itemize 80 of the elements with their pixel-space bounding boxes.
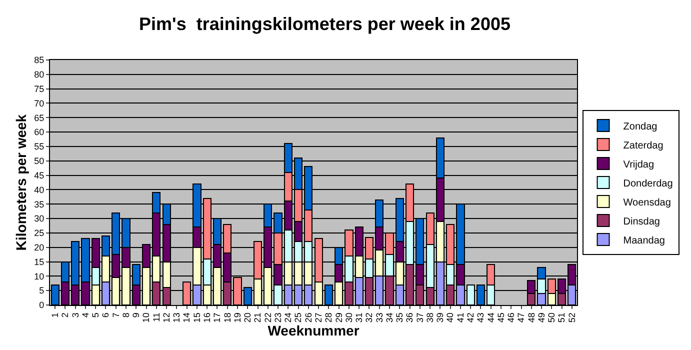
x-tick-label: 46	[506, 312, 516, 323]
x-tick-label: 16	[202, 312, 212, 323]
x-tick-label: 29	[334, 312, 344, 323]
legend-label: Zaterdag	[623, 140, 664, 152]
x-tick-label: 31	[354, 312, 364, 323]
x-tick-label: 38	[424, 312, 435, 323]
x-tick-label: 12	[161, 312, 172, 323]
x-tick-label: 1	[50, 312, 60, 318]
x-tick-label: 8	[120, 312, 131, 318]
x-tick-label: 34	[384, 312, 394, 323]
legend-label: Donderdag	[623, 178, 673, 190]
x-tick-label: 30	[344, 312, 354, 323]
x-tick-label: 20	[242, 312, 253, 323]
y-tick-label: 20	[34, 242, 44, 252]
x-tick-label: 14	[182, 312, 192, 323]
y-tick-label: 40	[34, 184, 44, 195]
y-tick-label: 5	[39, 286, 44, 296]
legend-label: Dinsdag	[623, 216, 660, 228]
y-tick-label: 45	[34, 170, 44, 180]
x-tick-label: 21	[252, 312, 263, 323]
y-tick-label: 15	[34, 256, 44, 267]
x-tick-label: 6	[100, 312, 111, 318]
x-tick-label: 37	[414, 312, 425, 323]
x-tick-label: 23	[272, 312, 283, 323]
x-tick-label: 24	[283, 312, 294, 323]
chart-title: Pim's trainingskilometers per week in 2005	[139, 14, 510, 34]
y-tick-label: 35	[34, 199, 44, 210]
x-tick-label: 7	[110, 312, 121, 318]
x-tick-label: 28	[324, 312, 334, 323]
y-tick-label: 25	[34, 228, 44, 238]
x-tick-label: 9	[131, 312, 142, 318]
y-tick-label: 75	[34, 84, 44, 94]
x-tick-label: 43	[476, 312, 486, 323]
y-axis-title: Kilometers per week	[12, 114, 29, 251]
x-tick-label: 33	[374, 312, 384, 323]
x-tick-label: 50	[546, 312, 557, 323]
x-tick-label: 17	[212, 312, 222, 323]
legend-label: Zondag	[623, 121, 658, 132]
x-tick-label: 2	[60, 312, 70, 318]
x-axis-title: Weeknummer	[268, 322, 360, 339]
y-tick-label: 70	[34, 98, 44, 108]
x-tick-label: 44	[486, 312, 496, 323]
y-tick-label: 55	[34, 142, 44, 152]
x-tick-label: 3	[70, 312, 80, 318]
x-tick-label: 25	[293, 312, 304, 323]
x-tick-label: 35	[394, 312, 405, 323]
y-tick-label: 80	[34, 70, 44, 80]
x-tick-label: 26	[303, 312, 314, 323]
x-tick-label: 4	[80, 312, 90, 318]
x-tick-label: 32	[364, 312, 374, 323]
x-tick-label: 48	[526, 312, 536, 323]
x-tick-label: 22	[262, 312, 273, 323]
x-tick-label: 10	[141, 312, 152, 323]
x-tick-label: 47	[516, 312, 526, 323]
x-tick-label: 27	[313, 312, 324, 323]
x-tick-label: 13	[172, 312, 182, 323]
legend-label: Maandag	[623, 235, 665, 246]
y-tick-label: 85	[34, 55, 44, 66]
y-tick-label: 60	[34, 127, 44, 138]
x-tick-label: 51	[556, 312, 567, 323]
x-tick-label: 49	[536, 312, 546, 323]
y-tick-label: 10	[34, 271, 44, 282]
x-tick-label: 19	[232, 312, 242, 323]
legend-label: Vrijdag	[623, 159, 654, 170]
x-tick-label: 39	[435, 312, 446, 323]
x-tick-label: 15	[192, 312, 202, 323]
x-tick-label: 52	[566, 312, 577, 323]
x-tick-label: 41	[455, 312, 466, 323]
x-tick-label: 42	[466, 312, 476, 323]
x-tick-label: 36	[404, 312, 415, 323]
x-tick-label: 40	[445, 312, 456, 323]
legend-label: Woensdag	[623, 197, 671, 208]
y-tick-label: 30	[34, 214, 44, 224]
x-tick-label: 11	[151, 312, 162, 322]
y-tick-label: 50	[34, 156, 44, 166]
x-tick-label: 45	[496, 312, 506, 323]
y-tick-label: 0	[39, 300, 44, 310]
x-tick-label: 18	[222, 312, 232, 323]
x-tick-label: 5	[90, 312, 101, 318]
y-tick-label: 65	[34, 112, 44, 123]
